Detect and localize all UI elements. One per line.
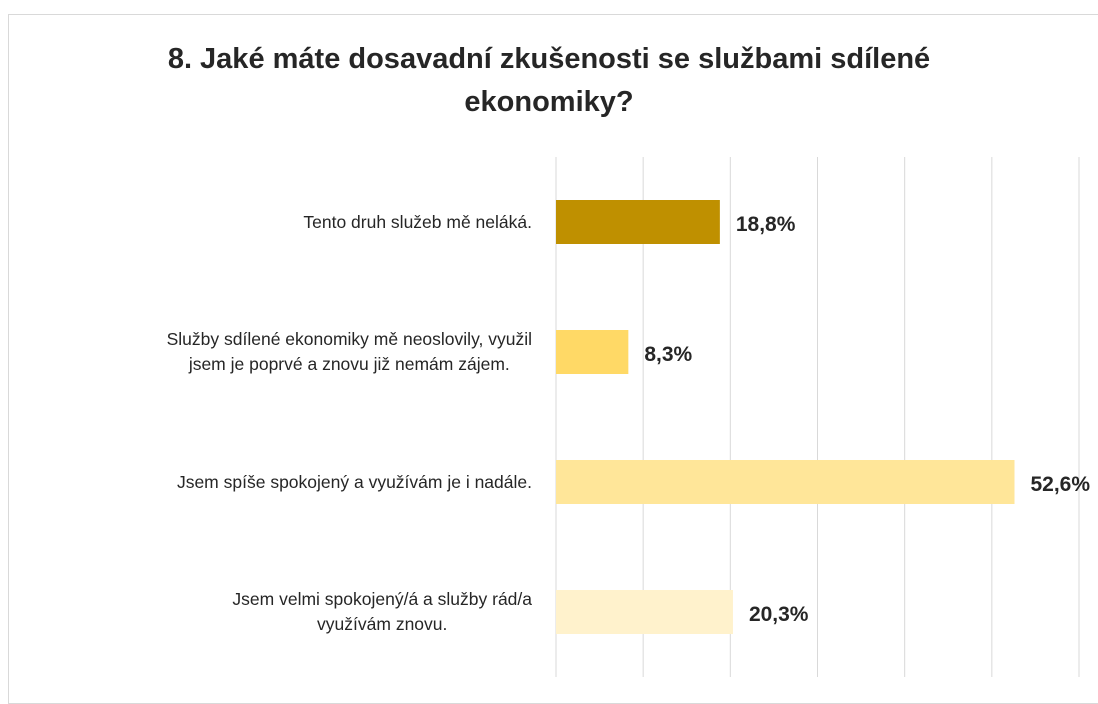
- category-label: Tento druh služeb mě neláká.: [303, 211, 532, 232]
- value-label: 20,3%: [748, 603, 809, 626]
- category-label-box: Jsem spíše spokojený a využívám je i nad…: [0, 452, 532, 512]
- category-label-box: Služby sdílené ekonomiky mě neoslovily, …: [0, 322, 532, 382]
- bar: [556, 200, 720, 244]
- bar: [556, 590, 733, 634]
- category-label: Služby sdílené ekonomiky mě neoslovily, …: [166, 329, 532, 374]
- chart-title: 8. Jaké máte dosavadní zkušenosti se slu…: [167, 43, 931, 118]
- bar: [556, 330, 629, 374]
- bar: [556, 460, 1015, 504]
- value-label: 52,6%: [1030, 473, 1091, 496]
- category-label-box: Jsem velmi spokojený/á a služby rád/a vy…: [0, 582, 532, 642]
- category-label: Jsem spíše spokojený a využívám je i nad…: [176, 471, 532, 492]
- value-label: 18,8%: [735, 213, 796, 236]
- value-label: 8,3%: [644, 343, 693, 366]
- category-label: Jsem velmi spokojený/á a služby rád/a vy…: [232, 589, 532, 634]
- category-label-box: Tento druh služeb mě neláká.: [0, 192, 532, 252]
